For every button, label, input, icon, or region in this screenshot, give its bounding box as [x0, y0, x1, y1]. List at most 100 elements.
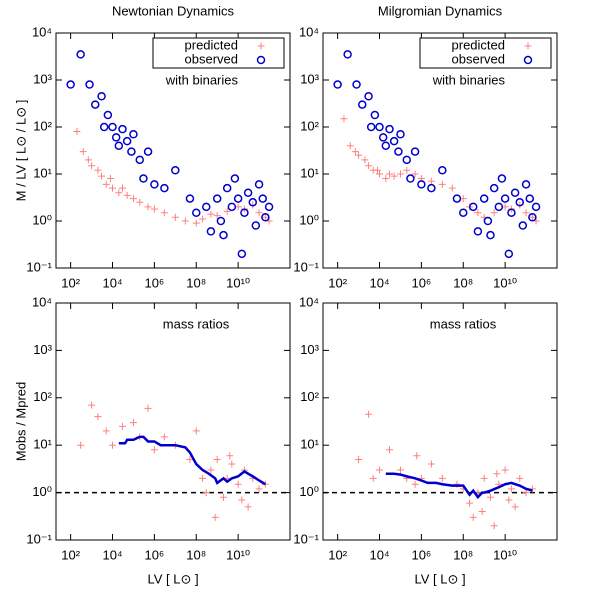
y-tick-label: 10² — [33, 118, 52, 133]
y-tick-label: 10¹ — [300, 437, 319, 452]
observed-point — [240, 208, 249, 217]
observed-point — [114, 141, 124, 150]
legend-marker — [523, 55, 533, 65]
observed-point — [233, 194, 243, 203]
predicted-point — [79, 148, 87, 156]
legend-label: predicted — [185, 37, 238, 52]
predicted-point — [228, 460, 236, 468]
predicted-point — [171, 213, 179, 221]
predicted-point — [106, 175, 114, 183]
y-tick-label: 10² — [300, 389, 319, 404]
predicted-point — [192, 219, 200, 227]
predicted-point — [160, 433, 168, 441]
predicted-point — [382, 175, 390, 183]
predicted-point — [102, 180, 110, 188]
predicted-point — [469, 513, 477, 521]
x-tick-label: 10² — [328, 547, 347, 562]
observed-point — [417, 180, 426, 189]
annotation: mass ratios — [430, 316, 497, 331]
observed-point — [91, 100, 100, 109]
plot-frame — [55, 32, 291, 269]
predicted-point — [109, 184, 117, 192]
predicted-point — [448, 184, 456, 192]
panel: 10² 10⁴ 10⁶ 10⁸ 10¹⁰ 10⁻¹ 10⁰ 10¹ 10² 10³ 10⁴ LV [ … — [293, 294, 558, 586]
predicted-point — [373, 166, 381, 174]
predicted-point — [144, 203, 152, 211]
observed-point — [381, 141, 391, 150]
observed-point — [497, 174, 507, 183]
observed-point — [66, 80, 75, 89]
observed-point — [258, 194, 268, 203]
x-tick-label: 10¹⁰ — [493, 547, 517, 562]
predicted-point — [522, 489, 530, 497]
observed-point — [494, 202, 504, 212]
predicted-point — [207, 466, 215, 474]
predicted-point — [213, 212, 221, 220]
observed-point — [160, 183, 169, 193]
x-tick-label: 10⁸ — [186, 547, 206, 562]
x-tick-label: 10² — [61, 275, 80, 290]
observed-point — [222, 183, 232, 193]
observed-point — [504, 249, 514, 259]
observed-point — [394, 147, 403, 156]
predicted-point — [129, 419, 137, 427]
predicted-point — [346, 142, 354, 150]
observed-point — [201, 202, 211, 212]
predicted-point — [220, 493, 227, 501]
observed-point — [264, 202, 274, 212]
predicted-point — [355, 151, 363, 159]
observed-point — [230, 174, 240, 183]
predicted-point — [413, 452, 421, 460]
observed-point — [528, 213, 537, 222]
observed-point — [507, 208, 516, 217]
observed-point — [406, 174, 415, 183]
observed-point — [251, 221, 261, 230]
predicted-point — [480, 474, 488, 482]
x-tick-label: 10⁶ — [411, 547, 431, 562]
observed-point — [127, 147, 136, 156]
observed-point — [525, 194, 535, 203]
y-tick-label: 10³ — [33, 342, 52, 357]
observed-point — [192, 208, 201, 217]
plot-frame — [55, 302, 291, 541]
annotation: with binaries — [165, 72, 239, 87]
x-tick-label: 10⁸ — [453, 275, 473, 290]
observed-point — [76, 50, 85, 59]
predicted-point — [115, 189, 123, 197]
y-tick-label: 10³ — [33, 71, 52, 86]
legend-label: predicted — [452, 37, 505, 52]
observed-point — [366, 122, 376, 132]
y-tick-label: 10⁻¹ — [293, 259, 319, 274]
predicted-point — [376, 466, 384, 474]
predicted-point — [94, 413, 102, 421]
y-tick-label: 10⁰ — [32, 484, 52, 499]
predicted-point — [501, 466, 509, 474]
plot-frame — [322, 302, 558, 541]
observed-point — [212, 194, 222, 203]
predicted-point — [77, 441, 85, 449]
y-axis-label: Mobs / Mpred — [13, 382, 28, 461]
predicted-point — [226, 452, 234, 460]
y-axis-label: M / LV [ L⊙ / L⊙ ] — [13, 100, 28, 202]
observed-point — [427, 183, 436, 193]
predicted-point — [199, 474, 207, 482]
observed-point — [452, 194, 462, 203]
x-tick-label: 10⁶ — [144, 275, 164, 290]
y-tick-label: 10⁴ — [299, 294, 319, 309]
observed-point — [364, 92, 373, 101]
legend-marker — [257, 42, 265, 50]
predicted-point — [522, 209, 530, 217]
observed-point — [185, 194, 195, 203]
predicted-point — [160, 209, 168, 217]
predicted-point — [386, 170, 393, 178]
predicted-point — [511, 503, 519, 511]
predicted-point — [136, 198, 144, 206]
y-tick-label: 10³ — [300, 71, 319, 86]
observed-point — [248, 198, 258, 207]
y-tick-label: 10⁴ — [299, 24, 319, 39]
predicted-point — [365, 410, 373, 418]
observed-point — [237, 249, 247, 259]
predicted-point — [102, 427, 110, 435]
predicted-point — [119, 184, 126, 192]
observed-point — [515, 198, 525, 207]
